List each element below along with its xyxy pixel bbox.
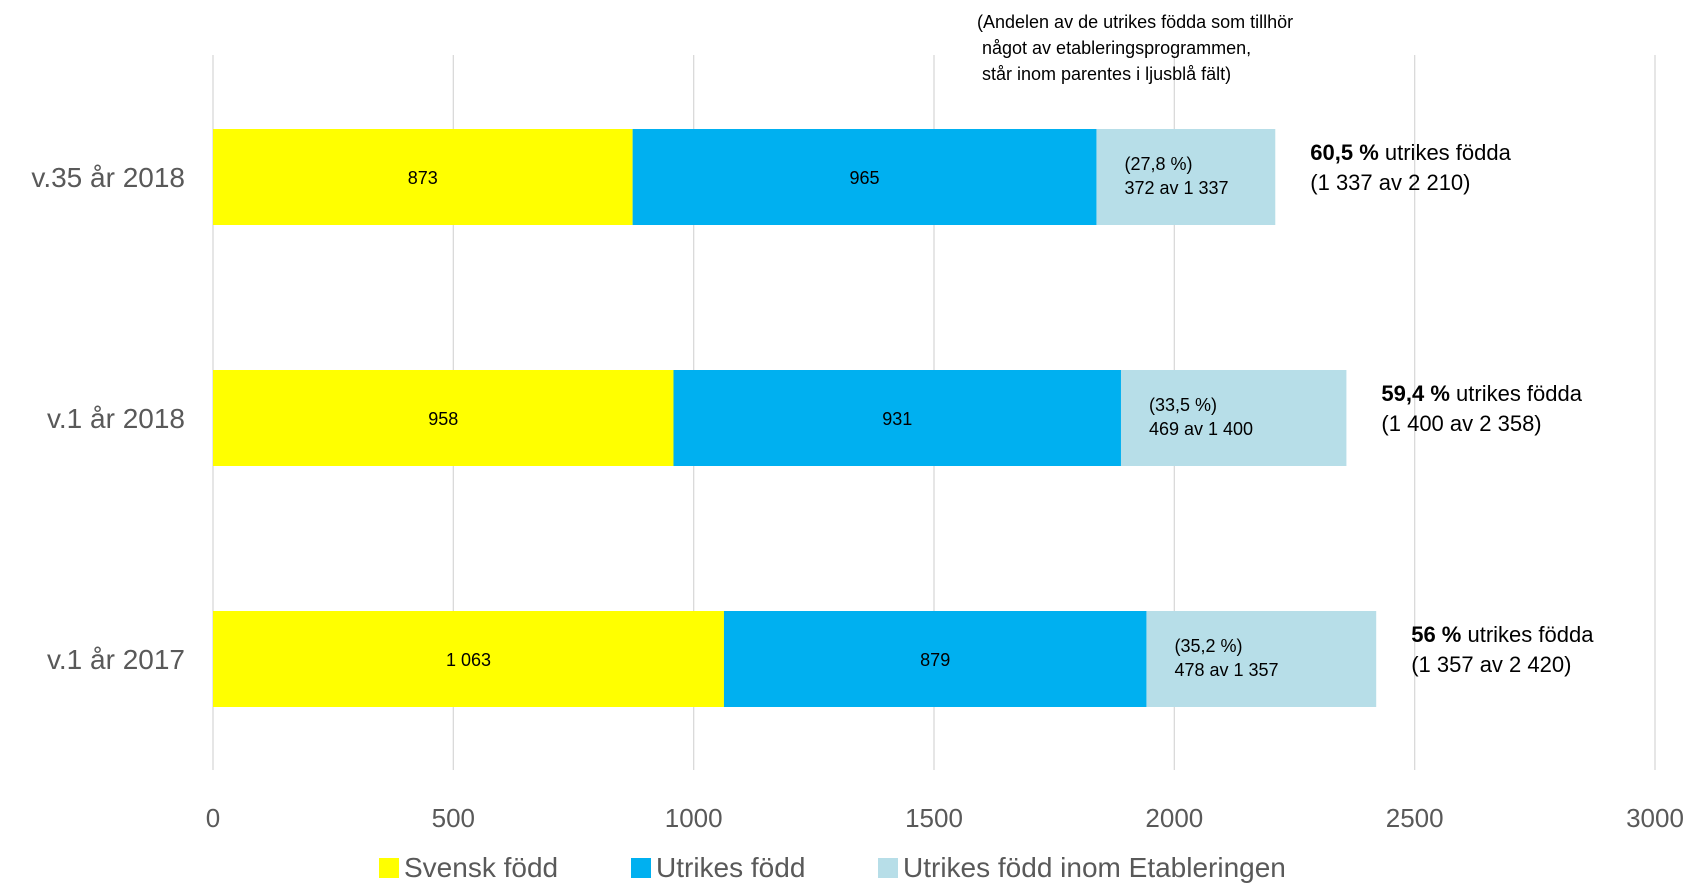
side-annotation-line2: (1 400 av 2 358)	[1381, 411, 1541, 436]
category-axis: v.35 år 2018 v.1 år 2018 v.1 år 2017	[31, 162, 185, 675]
data-label: 958	[428, 409, 458, 429]
side-annotation-text: utrikes födda	[1450, 381, 1583, 406]
legend: Svensk född Utrikes född Utrikes född inom…	[379, 852, 1286, 883]
side-annotation-line1: 60,5 % utrikes födda	[1310, 140, 1511, 165]
bar-segment	[1120, 370, 1347, 466]
category-label: v.1 år 2018	[47, 403, 185, 434]
bar-labels: 873 965 (27,8 %) 372 av 1 337 958 931 (33,5 %)…	[408, 154, 1279, 680]
legend-swatch	[631, 858, 651, 878]
bar-segment	[632, 129, 1097, 225]
x-tick-label: 2500	[1386, 803, 1444, 833]
bar-segment	[1146, 611, 1377, 707]
data-label: 1 063	[446, 650, 491, 670]
x-tick-label: 1000	[665, 803, 723, 833]
data-label: 478 av 1 357	[1174, 660, 1278, 680]
data-label: (33,5 %)	[1149, 395, 1217, 415]
side-annotation-percent: 60,5 %	[1310, 140, 1379, 165]
legend-swatch	[878, 858, 898, 878]
data-label: 873	[408, 168, 438, 188]
data-label: (27,8 %)	[1124, 154, 1192, 174]
side-annotation-text: utrikes födda	[1461, 622, 1594, 647]
note-line: något av etableringsprogrammen,	[977, 38, 1251, 58]
category-label: v.35 år 2018	[31, 162, 185, 193]
side-annotation-percent: 56 %	[1411, 622, 1461, 647]
data-label: 469 av 1 400	[1149, 419, 1253, 439]
legend-label: Utrikes född inom Etableringen	[903, 852, 1286, 883]
side-annotations: 60,5 % utrikes födda (1 337 av 2 210) 59,4…	[1310, 140, 1594, 677]
bar-segment	[213, 129, 633, 225]
bar-segment	[213, 370, 674, 466]
x-tick-label: 500	[432, 803, 475, 833]
side-annotation-line1: 59,4 % utrikes födda	[1381, 381, 1582, 406]
side-annotation-line2: (1 337 av 2 210)	[1310, 170, 1470, 195]
x-tick-label: 2000	[1145, 803, 1203, 833]
data-label: 879	[920, 650, 950, 670]
legend-label: Svensk född	[404, 852, 558, 883]
side-annotation-text: utrikes födda	[1379, 140, 1512, 165]
note-line: (Andelen av de utrikes födda som tillhör	[977, 12, 1293, 32]
bar-segment	[213, 611, 724, 707]
side-annotation-line2: (1 357 av 2 420)	[1411, 652, 1571, 677]
side-annotation-percent: 59,4 %	[1381, 381, 1450, 406]
data-label: (35,2 %)	[1174, 636, 1242, 656]
data-label: 931	[882, 409, 912, 429]
note-line: står inom parentes i ljusblå fält)	[977, 64, 1231, 84]
bar-segment	[723, 611, 1147, 707]
data-label: 965	[850, 168, 880, 188]
chart-note: (Andelen av de utrikes födda som tillhör…	[977, 12, 1293, 84]
x-tick-label: 1500	[905, 803, 963, 833]
bar-segment	[673, 370, 1121, 466]
legend-swatch	[379, 858, 399, 878]
bars	[213, 129, 1377, 707]
x-tick-label: 3000	[1626, 803, 1684, 833]
category-label: v.1 år 2017	[47, 644, 185, 675]
bar-segment	[1096, 129, 1276, 225]
value-axis: 0 500 1000 1500 2000 2500 3000	[206, 803, 1684, 833]
side-annotation-line1: 56 % utrikes födda	[1411, 622, 1594, 647]
x-tick-label: 0	[206, 803, 220, 833]
data-label: 372 av 1 337	[1124, 178, 1228, 198]
legend-label: Utrikes född	[656, 852, 805, 883]
